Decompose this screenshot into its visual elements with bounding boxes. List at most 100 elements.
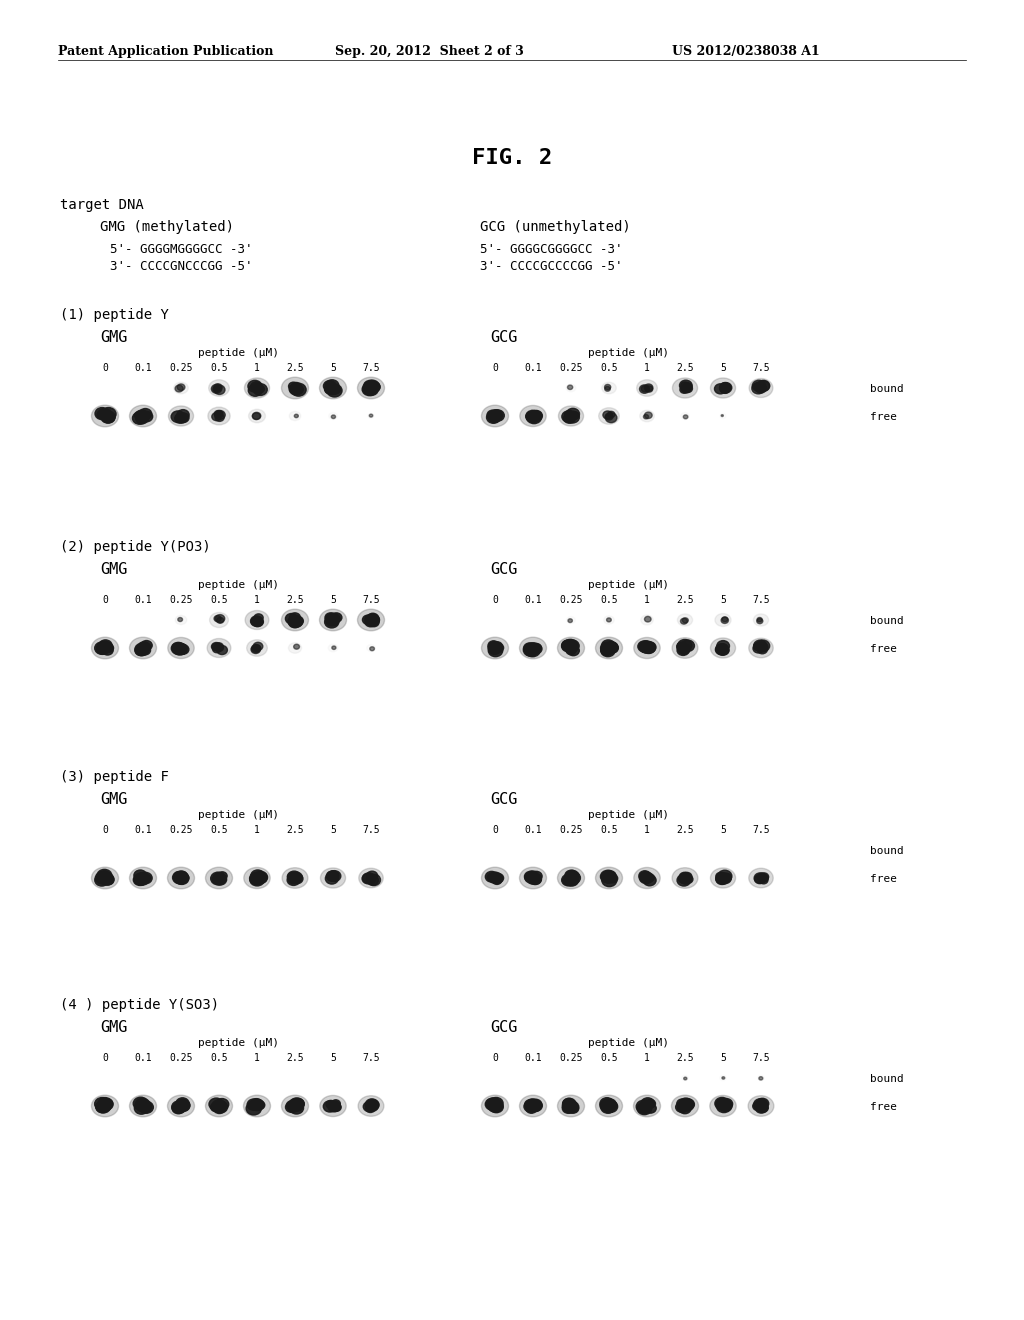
Text: 0.25: 0.25 (169, 825, 193, 836)
Ellipse shape (679, 1104, 691, 1114)
Ellipse shape (601, 873, 613, 883)
Ellipse shape (519, 1096, 547, 1117)
Ellipse shape (489, 409, 503, 421)
Ellipse shape (599, 408, 620, 424)
Text: (2) peptide Y(PO3): (2) peptide Y(PO3) (60, 540, 211, 554)
Ellipse shape (176, 871, 187, 880)
Ellipse shape (643, 874, 653, 882)
Ellipse shape (604, 384, 610, 389)
Ellipse shape (135, 1098, 150, 1111)
Ellipse shape (175, 1100, 186, 1110)
Ellipse shape (645, 643, 653, 649)
Ellipse shape (490, 1104, 501, 1111)
Ellipse shape (91, 1096, 119, 1117)
Ellipse shape (246, 1102, 261, 1115)
Text: 0: 0 (493, 825, 498, 836)
Ellipse shape (563, 639, 578, 652)
Text: 7.5: 7.5 (362, 595, 380, 605)
Ellipse shape (715, 384, 726, 393)
Ellipse shape (716, 873, 729, 884)
Ellipse shape (134, 412, 144, 420)
Text: 0: 0 (493, 1053, 498, 1063)
Ellipse shape (139, 1101, 152, 1111)
Text: GCG: GCG (490, 562, 517, 577)
Ellipse shape (209, 380, 229, 396)
Ellipse shape (481, 867, 509, 888)
Ellipse shape (562, 411, 575, 422)
Ellipse shape (368, 1100, 379, 1110)
Ellipse shape (290, 612, 300, 622)
Ellipse shape (129, 1096, 157, 1117)
Ellipse shape (755, 875, 765, 883)
Ellipse shape (531, 411, 540, 418)
Ellipse shape (678, 1105, 687, 1113)
Text: 2.5: 2.5 (676, 1053, 694, 1063)
Text: GCG (unmethylated): GCG (unmethylated) (480, 220, 631, 234)
Ellipse shape (604, 1104, 614, 1113)
Ellipse shape (565, 412, 580, 422)
Ellipse shape (529, 411, 543, 421)
Ellipse shape (368, 615, 380, 624)
Ellipse shape (489, 1097, 503, 1109)
Ellipse shape (716, 644, 729, 655)
Ellipse shape (634, 867, 660, 888)
Ellipse shape (255, 385, 264, 393)
Ellipse shape (720, 383, 732, 393)
Ellipse shape (488, 642, 499, 651)
Ellipse shape (760, 876, 768, 884)
Ellipse shape (217, 645, 227, 655)
Text: GMG: GMG (100, 330, 127, 345)
Ellipse shape (640, 1100, 651, 1110)
Ellipse shape (639, 640, 653, 652)
Ellipse shape (98, 871, 111, 880)
Ellipse shape (251, 1098, 262, 1109)
Ellipse shape (643, 875, 656, 886)
Ellipse shape (606, 871, 615, 880)
Ellipse shape (99, 1104, 109, 1111)
Ellipse shape (95, 874, 109, 886)
Ellipse shape (326, 380, 339, 391)
Ellipse shape (177, 414, 187, 422)
Ellipse shape (137, 1104, 146, 1111)
Ellipse shape (215, 1098, 228, 1110)
Ellipse shape (634, 638, 660, 659)
Ellipse shape (255, 1101, 265, 1109)
Ellipse shape (607, 412, 614, 417)
Ellipse shape (175, 873, 185, 882)
Ellipse shape (137, 412, 148, 422)
Ellipse shape (563, 1098, 575, 1109)
Text: 0.25: 0.25 (559, 363, 583, 374)
Ellipse shape (173, 871, 187, 884)
Ellipse shape (332, 645, 336, 649)
Ellipse shape (567, 645, 580, 656)
Ellipse shape (95, 408, 110, 420)
Ellipse shape (566, 873, 581, 884)
Ellipse shape (759, 1077, 763, 1080)
Ellipse shape (326, 873, 338, 884)
Ellipse shape (524, 1100, 536, 1109)
Ellipse shape (528, 874, 542, 884)
Ellipse shape (101, 642, 113, 652)
Ellipse shape (486, 1098, 501, 1110)
Text: 0.25: 0.25 (559, 1053, 583, 1063)
Ellipse shape (252, 413, 260, 420)
Ellipse shape (557, 638, 585, 659)
Ellipse shape (677, 1100, 688, 1109)
Ellipse shape (529, 1100, 542, 1109)
Ellipse shape (757, 645, 767, 653)
Ellipse shape (525, 411, 540, 422)
Ellipse shape (217, 871, 227, 880)
Text: 2.5: 2.5 (286, 595, 304, 605)
Text: 5: 5 (720, 1053, 726, 1063)
Ellipse shape (251, 1100, 264, 1110)
Ellipse shape (720, 1100, 731, 1109)
Text: 7.5: 7.5 (362, 1053, 380, 1063)
Ellipse shape (289, 618, 301, 628)
Ellipse shape (292, 383, 301, 391)
Ellipse shape (526, 643, 540, 655)
Ellipse shape (601, 644, 615, 657)
Ellipse shape (366, 1098, 378, 1110)
Ellipse shape (216, 875, 226, 883)
Text: 1: 1 (644, 825, 650, 836)
Ellipse shape (250, 874, 264, 886)
